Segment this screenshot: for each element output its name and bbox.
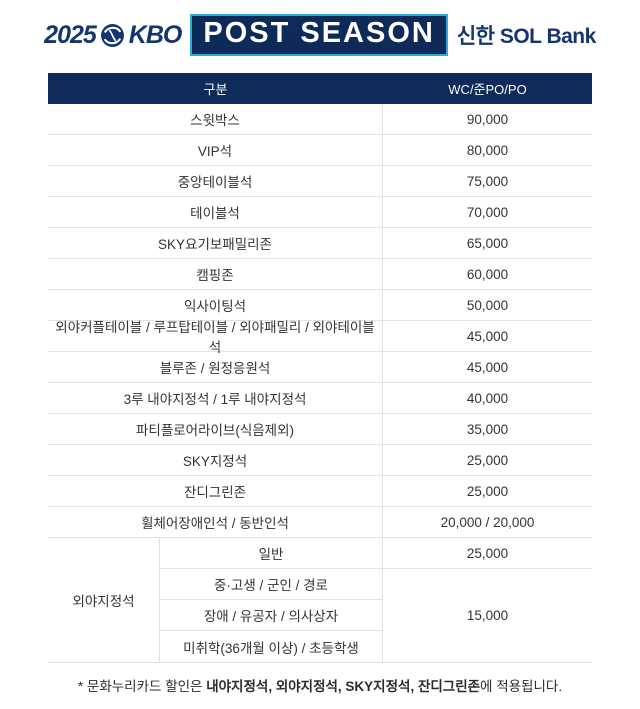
- footnote: * 문화누리카드 할인은 내야지정석, 외야지정석, SKY지정석, 잔디그린존…: [0, 675, 640, 695]
- group-price-general: 25,000: [383, 538, 592, 569]
- seat-label: 중앙테이블석: [48, 166, 383, 196]
- seat-price: 90,000: [466, 111, 509, 127]
- table-row: 3루 내야지정석 / 1루 내야지정석 40,000: [48, 383, 592, 414]
- seat-price: 50,000: [466, 297, 509, 313]
- kbo-logo: 2025 KBO: [44, 20, 183, 50]
- group-sub-row: 중·고생 / 군인 / 경로: [160, 569, 383, 600]
- table-row: SKY요기보패밀리존 65,000: [48, 228, 592, 259]
- seat-price: 25,000: [466, 483, 509, 499]
- footnote-bold-seats: 내야지정석, 외야지정석, SKY지정석, 잔디그린존: [206, 679, 481, 694]
- footnote-suffix: 에 적용됩니다.: [480, 679, 563, 694]
- table-row: 잔디그린존 25,000: [48, 476, 592, 507]
- group-label: 외야지정석: [48, 538, 160, 662]
- seat-label: 파티플로어라이브(식음제외): [48, 414, 383, 444]
- seat-price: 35,000: [466, 421, 509, 437]
- logo-kbo-text: KBO: [128, 20, 183, 49]
- group-price-discount: 15,000: [466, 608, 509, 623]
- header-logo-bar: 2025 KBO POST SEASON 신한 SOL Bank: [0, 13, 640, 57]
- logo-year-text: 2025: [44, 20, 97, 49]
- table-row: 블루존 / 원정응원석 45,000: [48, 352, 592, 383]
- table-row: 휠체어장애인석 / 동반인석 20,000 / 20,000: [48, 507, 592, 538]
- outfield-reserved-group: 외야지정석 일반 중·고생 / 군인 / 경로 장애 / 유공자 / 의사상자 …: [48, 538, 592, 663]
- table-row: 캠핑존 60,000: [48, 259, 592, 290]
- seat-price: 45,000: [466, 328, 509, 344]
- seat-price: 40,000: [466, 390, 509, 406]
- sponsor-logo-shinhan: 신한 SOL Bank: [456, 25, 596, 48]
- table-row: 중앙테이블석 75,000: [48, 166, 592, 197]
- seat-label: 스윗박스: [48, 104, 383, 134]
- table-row: 테이블석 70,000: [48, 197, 592, 228]
- table-row: VIP석 80,000: [48, 135, 592, 166]
- seat-label: 테이블석: [48, 197, 383, 227]
- seat-price: 45,000: [466, 359, 509, 375]
- seat-label: 외야커플테이블 / 루프탑테이블 / 외야패밀리 / 외야테이블석: [48, 320, 383, 355]
- seat-label: 3루 내야지정석 / 1루 내야지정석: [48, 383, 383, 413]
- group-sub-row: 미취학(36개월 이상) / 초등학생: [160, 631, 383, 662]
- group-sub-row: 일반: [160, 538, 383, 569]
- seat-price: 65,000: [466, 235, 509, 251]
- seat-label: 잔디그린존: [48, 476, 383, 506]
- table-header-row: 구분 WC/준PO/PO: [48, 73, 592, 104]
- seat-label: VIP석: [48, 135, 383, 165]
- table-row: 파티플로어라이브(식음제외) 35,000: [48, 414, 592, 445]
- table-row: 스윗박스 90,000: [48, 104, 592, 135]
- seat-price: 60,000: [466, 266, 509, 282]
- post-season-title: POST SEASON: [190, 14, 448, 56]
- seat-label: 휠체어장애인석 / 동반인석: [48, 507, 383, 537]
- seat-label: SKY지정석: [48, 445, 383, 475]
- seat-label: SKY요기보패밀리존: [48, 228, 383, 258]
- seat-price: 75,000: [466, 173, 509, 189]
- seat-price: 80,000: [466, 142, 509, 158]
- table-row: SKY지정석 25,000: [48, 445, 592, 476]
- seat-price: 70,000: [466, 204, 509, 220]
- column-header-category: 구분: [203, 82, 228, 97]
- group-sub-row: 장애 / 유공자 / 의사상자: [160, 600, 383, 631]
- ticket-price-table: 구분 WC/준PO/PO 스윗박스 90,000 VIP석 80,000 중앙테…: [48, 73, 592, 663]
- column-header-price: WC/준PO/PO: [448, 82, 527, 97]
- seat-label: 캠핑존: [48, 259, 383, 289]
- seat-price: 25,000: [466, 452, 509, 468]
- table-row: 외야커플테이블 / 루프탑테이블 / 외야패밀리 / 외야테이블석 45,000: [48, 320, 592, 355]
- table-row: 익사이팅석 50,000: [48, 290, 592, 321]
- footnote-prefix: * 문화누리카드 할인은: [77, 679, 207, 694]
- seat-price: 20,000 / 20,000: [440, 514, 535, 530]
- kbo-ball-icon: [100, 23, 125, 48]
- seat-label: 익사이팅석: [48, 290, 383, 320]
- seat-label: 블루존 / 원정응원석: [48, 352, 383, 382]
